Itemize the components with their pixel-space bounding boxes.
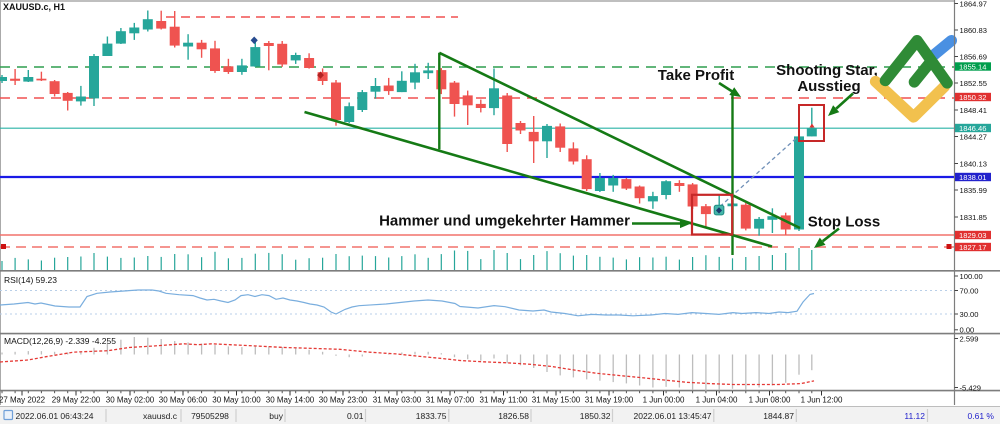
svg-text:Take Profit: Take Profit (658, 67, 734, 84)
svg-text:11.12: 11.12 (904, 411, 925, 421)
svg-text:31 May 15:00: 31 May 15:00 (532, 396, 581, 405)
svg-text:1855.14: 1855.14 (959, 62, 986, 71)
svg-text:1844.27: 1844.27 (960, 132, 987, 141)
svg-text:30 May 14:00: 30 May 14:00 (266, 396, 315, 405)
svg-text:30 May 02:00: 30 May 02:00 (106, 396, 155, 405)
svg-text:29 May 22:00: 29 May 22:00 (52, 396, 101, 405)
svg-text:2022.06.01 13:45:47: 2022.06.01 13:45:47 (634, 411, 712, 421)
svg-text:0.01: 0.01 (347, 411, 364, 421)
svg-text:1860.83: 1860.83 (960, 26, 987, 35)
svg-text:1 Jun 12:00: 1 Jun 12:00 (801, 396, 843, 405)
svg-text:31 May 19:00: 31 May 19:00 (585, 396, 634, 405)
svg-text:30 May 06:00: 30 May 06:00 (159, 396, 208, 405)
svg-text:XAUUSD.c, H1: XAUUSD.c, H1 (3, 2, 65, 12)
svg-text:1833.75: 1833.75 (416, 411, 447, 421)
svg-text:70.00: 70.00 (960, 286, 979, 295)
svg-text:1856.69: 1856.69 (960, 52, 987, 61)
svg-text:xauusd.c: xauusd.c (143, 411, 178, 421)
svg-text:1835.99: 1835.99 (960, 186, 987, 195)
svg-text:31 May 07:00: 31 May 07:00 (426, 396, 475, 405)
svg-text:MACD(12,26,9) -2.339 -4.255: MACD(12,26,9) -2.339 -4.255 (4, 336, 116, 346)
svg-text:100.00: 100.00 (960, 272, 983, 281)
svg-text:1846.46: 1846.46 (959, 124, 986, 133)
svg-text:1848.41: 1848.41 (960, 106, 987, 115)
svg-text:1840.13: 1840.13 (960, 159, 987, 168)
svg-text:Hammer und umgekehrter Hammer: Hammer und umgekehrter Hammer (379, 213, 630, 230)
svg-text:RSI(14) 59.23: RSI(14) 59.23 (4, 275, 57, 285)
svg-text:1850.32: 1850.32 (580, 411, 611, 421)
svg-text:-5.429: -5.429 (960, 383, 982, 392)
svg-text:1 Jun 08:00: 1 Jun 08:00 (749, 396, 791, 405)
svg-text:30 May 23:00: 30 May 23:00 (319, 396, 368, 405)
svg-text:Ausstieg: Ausstieg (797, 78, 860, 95)
svg-text:1 Jun 00:00: 1 Jun 00:00 (643, 396, 685, 405)
svg-text:1826.58: 1826.58 (498, 411, 529, 421)
svg-text:1850.32: 1850.32 (959, 93, 986, 102)
svg-text:2.599: 2.599 (960, 334, 979, 343)
svg-text:30.00: 30.00 (960, 310, 979, 319)
svg-text:1844.87: 1844.87 (763, 411, 794, 421)
svg-text:1827.17: 1827.17 (959, 243, 986, 252)
svg-text:0.61 %: 0.61 % (968, 411, 995, 421)
svg-text:79505298: 79505298 (191, 411, 229, 421)
svg-text:1 Jun 04:00: 1 Jun 04:00 (696, 396, 738, 405)
svg-text:Shooting Star,: Shooting Star, (776, 62, 878, 79)
svg-text:buy: buy (269, 411, 283, 421)
svg-text:27 May 2022: 27 May 2022 (0, 396, 46, 405)
svg-text:0.00: 0.00 (960, 326, 975, 335)
svg-text:1864.97: 1864.97 (960, 0, 987, 8)
svg-text:1852.55: 1852.55 (960, 79, 987, 88)
svg-text:31 May 11:00: 31 May 11:00 (480, 396, 528, 405)
svg-text:1838.01: 1838.01 (959, 173, 986, 182)
svg-text:2022.06.01 06:43:24: 2022.06.01 06:43:24 (16, 411, 94, 421)
svg-text:31 May 03:00: 31 May 03:00 (373, 396, 422, 405)
svg-text:Stop Loss: Stop Loss (808, 214, 881, 231)
svg-text:30 May 10:00: 30 May 10:00 (212, 396, 261, 405)
svg-text:1829.03: 1829.03 (959, 231, 986, 240)
svg-text:1831.85: 1831.85 (960, 213, 987, 222)
